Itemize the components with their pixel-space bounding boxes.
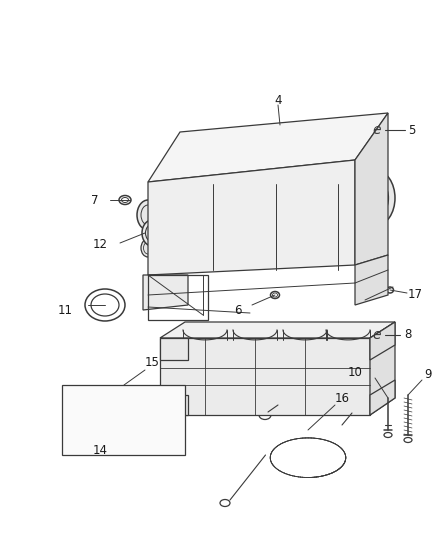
Polygon shape	[370, 322, 395, 415]
Ellipse shape	[281, 240, 289, 250]
Text: 4: 4	[274, 93, 282, 107]
Text: 10: 10	[348, 366, 362, 378]
Ellipse shape	[186, 144, 238, 172]
Polygon shape	[370, 322, 395, 360]
Ellipse shape	[142, 220, 162, 246]
Text: 9: 9	[424, 368, 432, 382]
Polygon shape	[355, 255, 388, 305]
Ellipse shape	[354, 232, 366, 248]
Text: 7: 7	[91, 193, 99, 206]
Ellipse shape	[137, 411, 159, 429]
Polygon shape	[355, 113, 388, 265]
Polygon shape	[370, 380, 395, 415]
Polygon shape	[148, 113, 388, 182]
Polygon shape	[148, 160, 355, 275]
Ellipse shape	[141, 239, 155, 257]
Text: 16: 16	[335, 392, 350, 405]
Polygon shape	[160, 322, 395, 338]
Ellipse shape	[202, 215, 224, 241]
Text: 12: 12	[92, 238, 107, 252]
Text: e: e	[372, 328, 381, 342]
Text: 14: 14	[92, 443, 107, 456]
Text: 6: 6	[234, 303, 242, 317]
Text: 5: 5	[408, 124, 416, 136]
Polygon shape	[160, 338, 370, 415]
Text: 15: 15	[145, 357, 159, 369]
Text: 17: 17	[407, 288, 423, 302]
Text: 11: 11	[57, 303, 73, 317]
Ellipse shape	[249, 134, 301, 162]
Text: 8: 8	[404, 328, 412, 342]
Ellipse shape	[357, 171, 395, 225]
Polygon shape	[160, 395, 188, 415]
Text: e: e	[372, 123, 381, 137]
Ellipse shape	[137, 200, 159, 230]
Ellipse shape	[312, 124, 364, 152]
Polygon shape	[143, 275, 188, 310]
Ellipse shape	[260, 374, 290, 396]
Polygon shape	[62, 385, 185, 455]
Ellipse shape	[245, 234, 255, 246]
Polygon shape	[160, 338, 188, 360]
